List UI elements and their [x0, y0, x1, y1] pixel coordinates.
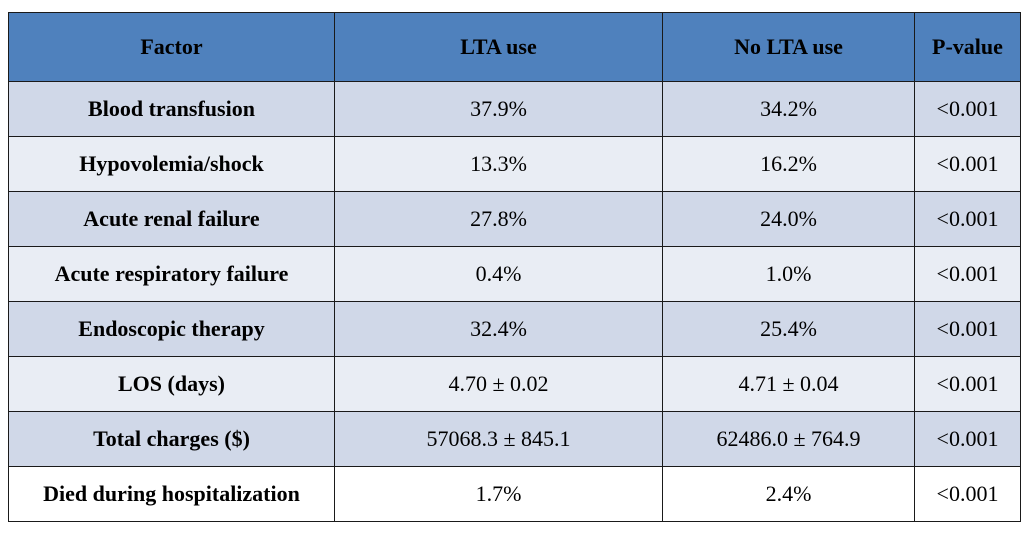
- no-lta-use-cell: 1.0%: [662, 246, 915, 302]
- results-table-container: Factor LTA use No LTA use P-value Blood …: [8, 12, 1021, 522]
- factor-cell: Total charges ($): [8, 411, 335, 467]
- factor-cell: Acute respiratory failure: [8, 246, 335, 302]
- p-value-cell: <0.001: [914, 191, 1021, 247]
- table-row: Hypovolemia/shock 13.3% 16.2% <0.001: [8, 136, 1021, 192]
- lta-use-cell: 37.9%: [334, 81, 663, 137]
- table-row: Acute renal failure 27.8% 24.0% <0.001: [8, 191, 1021, 247]
- table-row: Died during hospitalization 1.7% 2.4% <0…: [8, 466, 1021, 522]
- table-row: Blood transfusion 37.9% 34.2% <0.001: [8, 81, 1021, 137]
- p-value-cell: <0.001: [914, 466, 1021, 522]
- factor-cell: Hypovolemia/shock: [8, 136, 335, 192]
- lta-use-cell: 27.8%: [334, 191, 663, 247]
- table-row: Endoscopic therapy 32.4% 25.4% <0.001: [8, 301, 1021, 357]
- no-lta-use-cell: 16.2%: [662, 136, 915, 192]
- header-p-value: P-value: [914, 12, 1021, 82]
- no-lta-use-cell: 4.71 ± 0.04: [662, 356, 915, 412]
- p-value-cell: <0.001: [914, 411, 1021, 467]
- p-value-cell: <0.001: [914, 136, 1021, 192]
- lta-use-cell: 0.4%: [334, 246, 663, 302]
- table-row: LOS (days) 4.70 ± 0.02 4.71 ± 0.04 <0.00…: [8, 356, 1021, 412]
- p-value-cell: <0.001: [914, 356, 1021, 412]
- lta-use-cell: 32.4%: [334, 301, 663, 357]
- factor-cell: LOS (days): [8, 356, 335, 412]
- results-table: Factor LTA use No LTA use P-value Blood …: [8, 12, 1021, 522]
- factor-cell: Acute renal failure: [8, 191, 335, 247]
- header-lta-use: LTA use: [334, 12, 663, 82]
- p-value-cell: <0.001: [914, 246, 1021, 302]
- table-row: Acute respiratory failure 0.4% 1.0% <0.0…: [8, 246, 1021, 302]
- factor-cell: Blood transfusion: [8, 81, 335, 137]
- header-no-lta-use: No LTA use: [662, 12, 915, 82]
- p-value-cell: <0.001: [914, 301, 1021, 357]
- no-lta-use-cell: 25.4%: [662, 301, 915, 357]
- no-lta-use-cell: 2.4%: [662, 466, 915, 522]
- lta-use-cell: 4.70 ± 0.02: [334, 356, 663, 412]
- lta-use-cell: 1.7%: [334, 466, 663, 522]
- p-value-cell: <0.001: [914, 81, 1021, 137]
- no-lta-use-cell: 24.0%: [662, 191, 915, 247]
- table-row: Total charges ($) 57068.3 ± 845.1 62486.…: [8, 411, 1021, 467]
- table-header-row: Factor LTA use No LTA use P-value: [8, 12, 1021, 82]
- no-lta-use-cell: 62486.0 ± 764.9: [662, 411, 915, 467]
- lta-use-cell: 57068.3 ± 845.1: [334, 411, 663, 467]
- lta-use-cell: 13.3%: [334, 136, 663, 192]
- factor-cell: Died during hospitalization: [8, 466, 335, 522]
- header-factor: Factor: [8, 12, 335, 82]
- factor-cell: Endoscopic therapy: [8, 301, 335, 357]
- no-lta-use-cell: 34.2%: [662, 81, 915, 137]
